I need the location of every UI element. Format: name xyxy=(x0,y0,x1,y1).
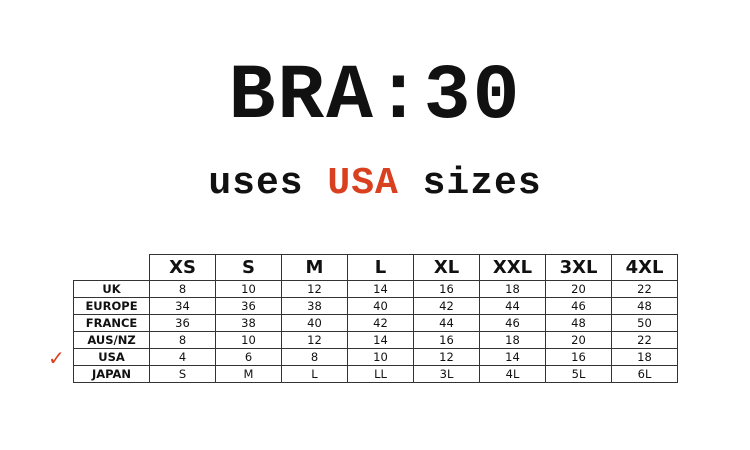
size-table: XS S M L XL XXL 3XL 4XL UK 8 10 12 14 16 18 20 22 EUROPE… xyxy=(73,254,678,383)
header-row: XS S M L XL XXL 3XL 4XL xyxy=(73,254,678,281)
size-cell: 12 xyxy=(413,348,480,366)
table-row: UK 8 10 12 14 16 18 20 22 xyxy=(73,280,678,298)
size-cell: 46 xyxy=(545,297,612,315)
size-cell: L xyxy=(281,365,348,383)
size-cell: 14 xyxy=(347,280,414,298)
size-cell: 38 xyxy=(281,297,348,315)
row-label: UK xyxy=(73,280,150,298)
size-cell: 46 xyxy=(479,314,546,332)
size-cell: 18 xyxy=(479,331,546,349)
size-cell: 34 xyxy=(149,297,216,315)
size-cell: 38 xyxy=(215,314,282,332)
size-cell: 42 xyxy=(347,314,414,332)
size-cell: 6 xyxy=(215,348,282,366)
size-cell: 22 xyxy=(611,280,678,298)
size-cell: 12 xyxy=(281,280,348,298)
size-cell: LL xyxy=(347,365,414,383)
size-cell: 36 xyxy=(149,314,216,332)
column-header: L xyxy=(347,254,414,281)
size-cell: 16 xyxy=(545,348,612,366)
size-cell: 10 xyxy=(347,348,414,366)
column-header: XL xyxy=(413,254,480,281)
size-cell: 8 xyxy=(149,280,216,298)
size-cell: M xyxy=(215,365,282,383)
size-cell: 20 xyxy=(545,280,612,298)
size-cell: 36 xyxy=(215,297,282,315)
subtitle-highlight: USA xyxy=(327,162,399,205)
size-cell: 40 xyxy=(347,297,414,315)
size-cell: 10 xyxy=(215,331,282,349)
row-label: AUS/NZ xyxy=(73,331,150,349)
checkmark-icon: ✓ xyxy=(48,346,65,370)
page-title: BRA:30 xyxy=(228,53,522,141)
size-cell: 42 xyxy=(413,297,480,315)
size-cell: 20 xyxy=(545,331,612,349)
table-row: USA 4 6 8 10 12 14 16 18 xyxy=(73,348,678,366)
size-cell: 22 xyxy=(611,331,678,349)
row-label: FRANCE xyxy=(73,314,150,332)
size-cell: 50 xyxy=(611,314,678,332)
size-cell: 40 xyxy=(281,314,348,332)
size-cell: 16 xyxy=(413,280,480,298)
size-cell: 14 xyxy=(347,331,414,349)
size-cell: 5L xyxy=(545,365,612,383)
size-cell: 44 xyxy=(479,297,546,315)
row-label: USA xyxy=(73,348,150,366)
column-header: 4XL xyxy=(611,254,678,281)
size-cell: 14 xyxy=(479,348,546,366)
corner-cell xyxy=(73,254,150,281)
row-label: JAPAN xyxy=(73,365,150,383)
column-header: XXL xyxy=(479,254,546,281)
subtitle-before: uses xyxy=(208,162,328,205)
column-header: XS xyxy=(149,254,216,281)
size-cell: 44 xyxy=(413,314,480,332)
size-cell: 3L xyxy=(413,365,480,383)
size-cell: 48 xyxy=(611,297,678,315)
size-cell: S xyxy=(149,365,216,383)
size-cell: 4L xyxy=(479,365,546,383)
column-header: M xyxy=(281,254,348,281)
table-row: JAPAN S M L LL 3L 4L 5L 6L xyxy=(73,365,678,383)
size-cell: 10 xyxy=(215,280,282,298)
subtitle: uses USA sizes xyxy=(0,165,750,203)
size-cell: 16 xyxy=(413,331,480,349)
size-cell: 48 xyxy=(545,314,612,332)
subtitle-after: sizes xyxy=(398,162,542,205)
table-row: EUROPE 34 36 38 40 42 44 46 48 xyxy=(73,297,678,315)
size-cell: 8 xyxy=(281,348,348,366)
table-row: AUS/NZ 8 10 12 14 16 18 20 22 xyxy=(73,331,678,349)
column-header: S xyxy=(215,254,282,281)
size-cell: 6L xyxy=(611,365,678,383)
size-cell: 8 xyxy=(149,331,216,349)
table-row: FRANCE 36 38 40 42 44 46 48 50 xyxy=(73,314,678,332)
size-cell: 18 xyxy=(479,280,546,298)
size-cell: 4 xyxy=(149,348,216,366)
size-cell: 12 xyxy=(281,331,348,349)
size-cell: 18 xyxy=(611,348,678,366)
row-label: EUROPE xyxy=(73,297,150,315)
column-header: 3XL xyxy=(545,254,612,281)
